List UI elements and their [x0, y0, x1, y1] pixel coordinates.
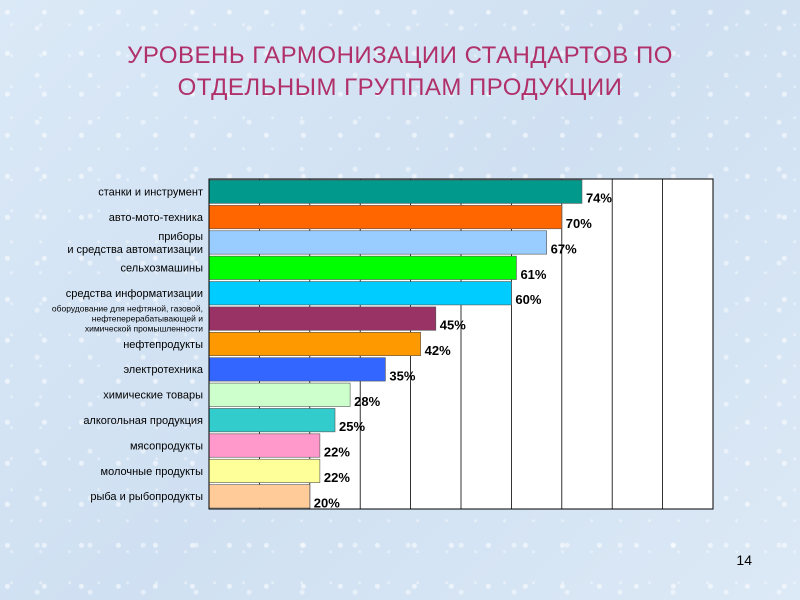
- category-label: и средства автоматизации: [67, 244, 203, 256]
- bar: [208, 179, 583, 204]
- data-label: 61%: [520, 267, 546, 282]
- category-label: станки и инструмент: [98, 187, 203, 199]
- category-label: алкогольная продукция: [83, 415, 203, 427]
- bar: [208, 332, 421, 356]
- bar: [208, 357, 386, 382]
- category-label: мясопродукты: [130, 440, 203, 452]
- category-label: молочные продукты: [101, 466, 204, 478]
- data-label: 74%: [586, 191, 612, 206]
- category-label: приборы: [158, 231, 203, 243]
- bar: [208, 306, 437, 331]
- data-label: 35%: [389, 368, 415, 383]
- category-label: нефтеперерабатывающей и: [92, 314, 203, 324]
- category-label: нефтепродукты: [123, 339, 203, 351]
- bar: [208, 408, 336, 433]
- slide-title-line-2: ОТДЕЛЬНЫМ ГРУППАМ ПРОДУКЦИИ: [177, 74, 623, 101]
- category-label: средства информатизации: [66, 288, 203, 300]
- plot-border: [208, 178, 714, 510]
- category-label: рыба и рыбопродукты: [90, 491, 203, 503]
- data-label: 60%: [515, 292, 541, 307]
- data-label: 67%: [551, 241, 577, 256]
- slide-title: УРОВЕНЬ ГАРМОНИЗАЦИИ СТАНДАРТОВ ПО ОТДЕЛ…: [40, 40, 760, 104]
- data-label: 45%: [440, 318, 466, 333]
- bar: [208, 484, 311, 509]
- category-label: оборудование для нефтяной, газовой,: [52, 304, 203, 314]
- bar: [208, 230, 547, 255]
- bar: [208, 433, 321, 458]
- slide-title-line-1: УРОВЕНЬ ГАРМОНИЗАЦИИ СТАНДАРТОВ ПО: [127, 42, 673, 69]
- category-label: авто-мото-техника: [109, 212, 204, 224]
- category-label: сельхозмашины: [121, 263, 204, 275]
- data-label: 25%: [339, 419, 365, 434]
- data-label: 22%: [324, 445, 350, 460]
- category-label: электротехника: [123, 364, 203, 376]
- data-label: 28%: [354, 394, 380, 409]
- bar: [208, 281, 512, 306]
- bar: [208, 255, 517, 280]
- category-label: химической промышленности: [85, 324, 203, 334]
- page-number: 14: [736, 552, 752, 568]
- data-label: 20%: [314, 495, 340, 510]
- bar: [208, 458, 321, 483]
- data-label: 22%: [324, 470, 350, 485]
- data-label: 42%: [425, 343, 451, 358]
- data-label: 70%: [566, 216, 592, 231]
- bar: [208, 205, 563, 230]
- category-label: химические товары: [103, 390, 203, 402]
- bar: [208, 382, 351, 407]
